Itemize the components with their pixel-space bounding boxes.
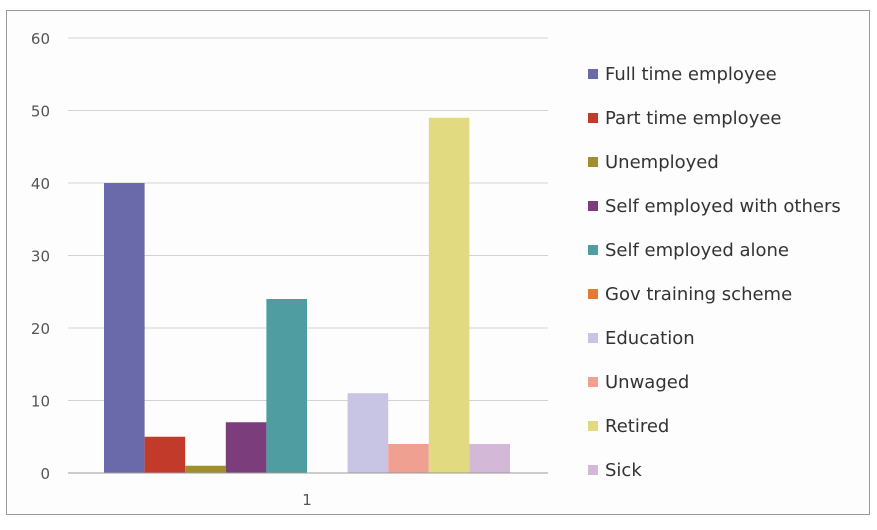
legend-swatch xyxy=(588,333,598,343)
legend-swatch xyxy=(588,377,598,387)
bar-unemployed xyxy=(185,465,226,473)
legend-label: Education xyxy=(605,328,695,349)
legend-swatch xyxy=(588,289,598,299)
y-axis-ticks: 0 10 20 30 40 50 60 xyxy=(31,30,50,483)
y-tick-label: 60 xyxy=(31,30,50,48)
legend-swatch xyxy=(588,465,598,475)
bar-unwaged xyxy=(388,444,429,473)
bar-education xyxy=(347,393,389,473)
legend-label: Full time employee xyxy=(605,64,777,85)
bar-retired xyxy=(428,117,470,473)
bar-full-time-employee xyxy=(104,183,145,473)
legend-label: Unwaged xyxy=(605,372,689,393)
legend: Full time employee Part time employee Unem… xyxy=(588,64,841,481)
y-tick-label: 40 xyxy=(31,175,50,193)
legend-label: Part time employee xyxy=(605,108,782,129)
legend-label: Unemployed xyxy=(605,152,719,173)
x-axis-ticks: 1 xyxy=(302,491,312,509)
legend-swatch xyxy=(588,69,598,79)
bars xyxy=(104,117,510,473)
legend-swatch xyxy=(588,157,598,167)
bar-self-employed-with-others xyxy=(225,422,267,473)
y-tick-label: 0 xyxy=(40,465,50,483)
legend-swatch xyxy=(588,113,598,123)
bar-part-time-employee xyxy=(144,436,186,473)
bar-sick xyxy=(469,444,510,473)
legend-label: Self employed with others xyxy=(605,196,841,217)
legend-label: Retired xyxy=(605,416,669,437)
legend-label: Sick xyxy=(605,460,642,481)
y-tick-label: 10 xyxy=(31,393,50,411)
x-tick-label: 1 xyxy=(302,491,312,509)
legend-swatch xyxy=(588,201,598,211)
legend-label: Gov training scheme xyxy=(605,284,792,305)
bar-self-employed-alone xyxy=(266,299,307,473)
y-tick-label: 50 xyxy=(31,103,50,121)
legend-label: Self employed alone xyxy=(605,240,789,261)
legend-swatch xyxy=(588,421,598,431)
y-tick-label: 30 xyxy=(31,248,50,266)
y-tick-label: 20 xyxy=(31,320,50,338)
legend-swatch xyxy=(588,245,598,255)
